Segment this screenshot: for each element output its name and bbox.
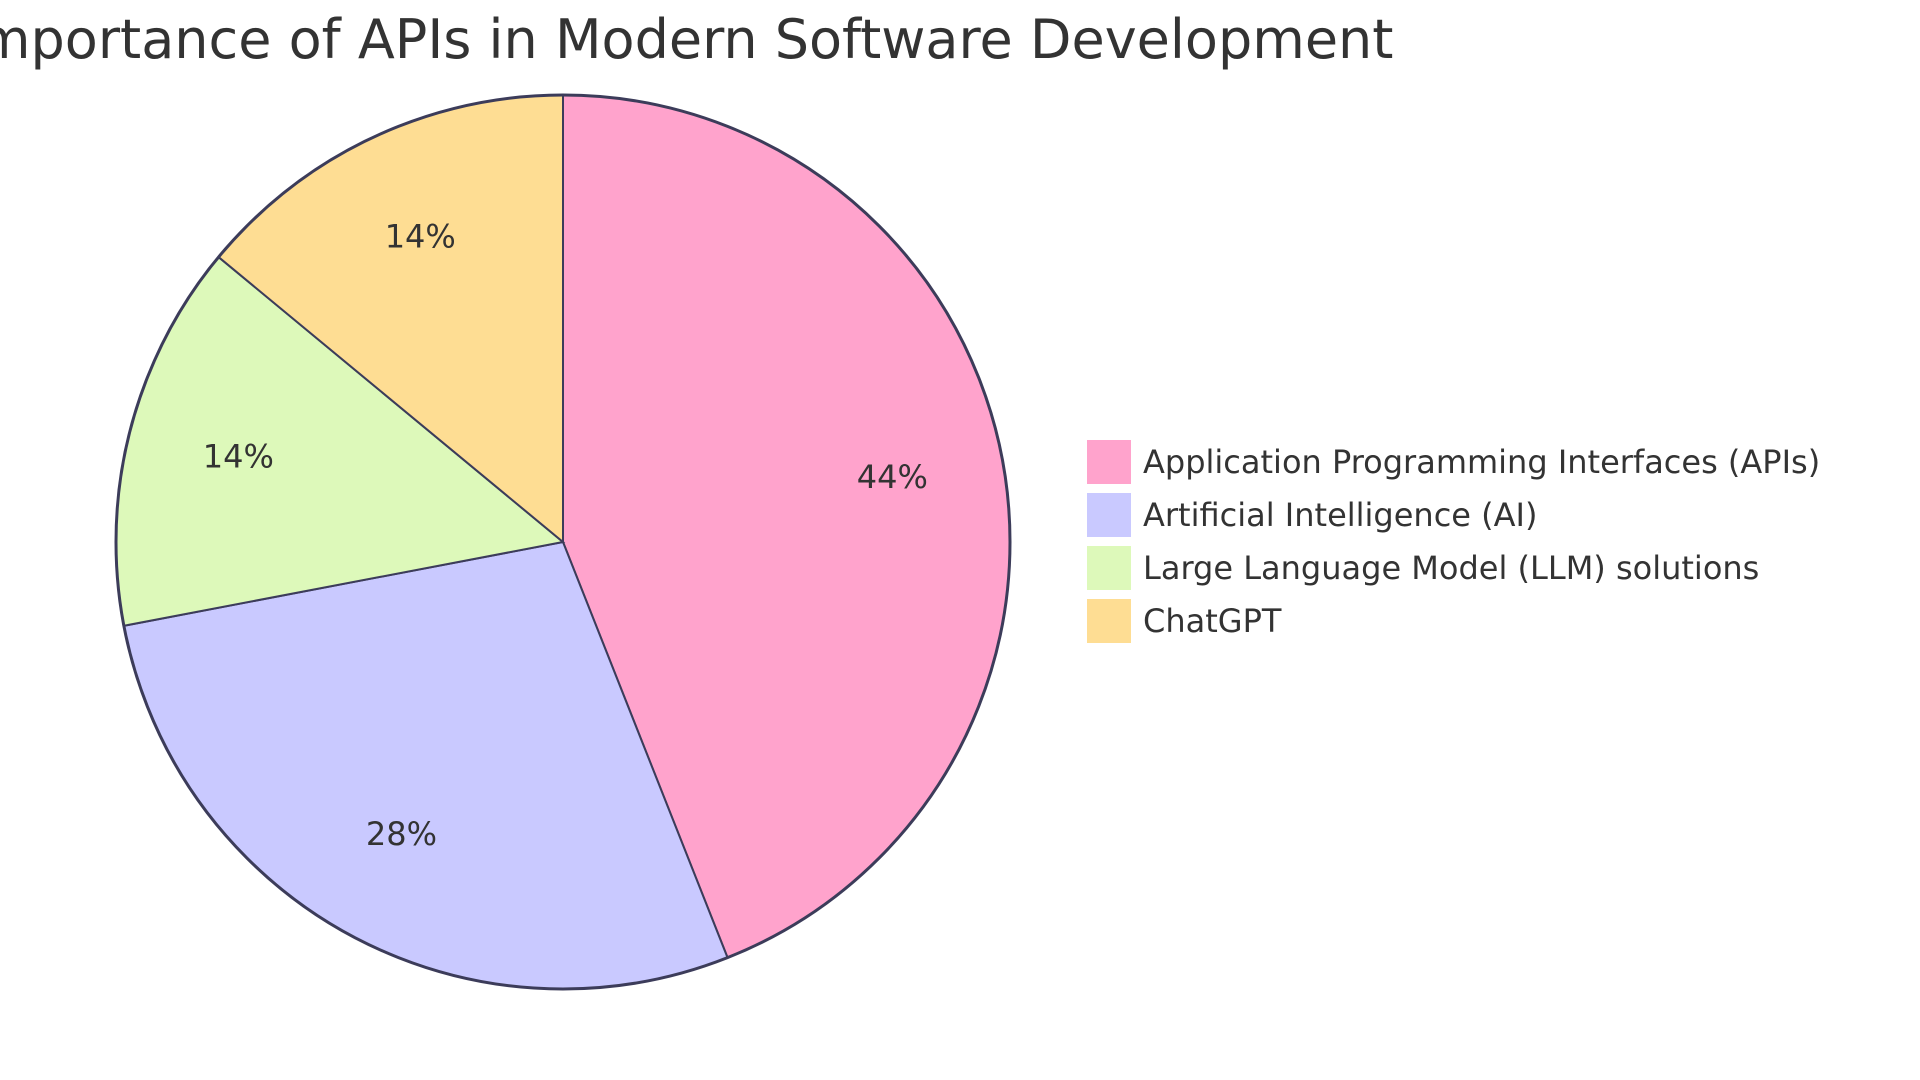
legend-item-0: Application Programming Interfaces (APIs…: [1087, 435, 1820, 488]
slice-label-0: 44%: [857, 458, 928, 496]
legend-swatch-2: [1087, 545, 1131, 590]
slice-label-3: 14%: [385, 218, 456, 256]
slice-label-2: 14%: [203, 438, 274, 476]
legend-item-3: ChatGPT: [1087, 594, 1820, 647]
legend-item-1: Artificial Intelligence (AI): [1087, 488, 1820, 541]
legend-swatch-3: [1087, 598, 1131, 643]
legend-label-2: Large Language Model (LLM) solutions: [1143, 548, 1760, 587]
legend-swatch-1: [1087, 492, 1131, 537]
legend-label-0: Application Programming Interfaces (APIs…: [1143, 442, 1821, 481]
chart-title: Importance of APIs in Modern Software De…: [0, 8, 1394, 71]
legend-label-1: Artificial Intelligence (AI): [1143, 495, 1538, 534]
slice-label-1: 28%: [366, 815, 437, 853]
pie-outline: [114, 93, 1012, 991]
legend-label-3: ChatGPT: [1143, 601, 1282, 640]
legend-swatch-0: [1087, 439, 1131, 484]
legend: Application Programming Interfaces (APIs…: [1087, 435, 1820, 647]
legend-item-2: Large Language Model (LLM) solutions: [1087, 541, 1820, 594]
